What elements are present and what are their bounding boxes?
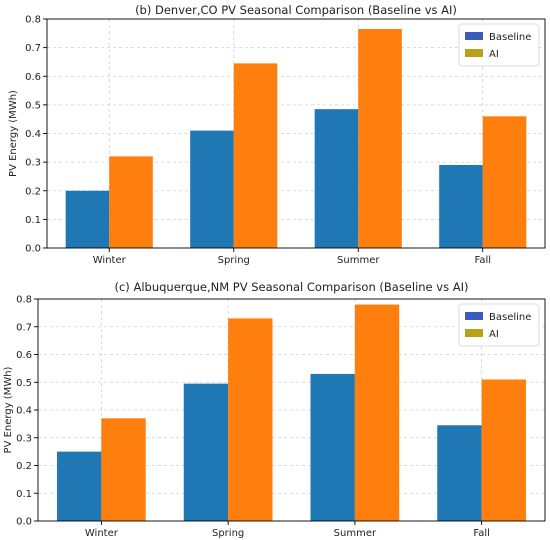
y-tick-label: 0.2 (16, 461, 32, 472)
bar-baseline-winter (65, 190, 110, 248)
legend-label-baseline: Baseline (489, 312, 531, 323)
legend-label-ai: AI (489, 49, 499, 60)
bar-baseline-fall (439, 164, 483, 248)
bar-ai-spring (228, 318, 273, 521)
legend-swatch-ai (465, 329, 483, 337)
y-tick-label: 0.4 (16, 406, 32, 417)
y-tick-label: 0.8 (16, 295, 32, 306)
bar-ai-fall (481, 379, 526, 521)
chart-albuquerque: (c) Albuquerque,NM PV Seasonal Compariso… (3, 280, 546, 539)
y-tick-label: 0.7 (25, 43, 41, 54)
x-tick-label: Winter (85, 528, 119, 539)
legend-swatch-ai (465, 49, 483, 57)
y-tick-label: 0.5 (25, 100, 41, 111)
x-tick-label: Winter (93, 255, 127, 266)
bar-baseline-fall (437, 425, 482, 521)
bar-baseline-spring (190, 130, 234, 248)
bar-ai-winter (109, 156, 153, 248)
legend-swatch-baseline (465, 312, 483, 320)
y-tick-label: 0.1 (25, 215, 41, 226)
bar-baseline-spring (183, 383, 229, 521)
x-tick-label: Spring (212, 528, 244, 539)
chart-denver: (b) Denver,CO PV Seasonal Comparison (Ba… (8, 3, 546, 266)
x-tick-label: Spring (218, 255, 250, 266)
bar-baseline-winter (57, 451, 102, 521)
y-tick-label: 0.0 (16, 517, 32, 528)
legend-label-baseline: Baseline (489, 32, 531, 43)
y-tick-label: 0.0 (25, 244, 41, 255)
chart-title: (c) Albuquerque,NM PV Seasonal Compariso… (115, 280, 469, 294)
legend-box (458, 303, 540, 347)
x-tick-label: Summer (337, 255, 380, 266)
y-tick-label: 0.3 (16, 433, 32, 444)
bar-ai-summer (354, 304, 400, 521)
bar-baseline-summer (310, 373, 355, 521)
y-tick-label: 0.7 (16, 322, 32, 333)
y-tick-label: 0.3 (25, 158, 41, 169)
x-tick-label: Summer (334, 528, 377, 539)
bar-baseline-summer (314, 109, 359, 248)
y-tick-label: 0.5 (16, 378, 32, 389)
legend-swatch-baseline (465, 32, 483, 40)
legend-label-ai: AI (489, 329, 499, 340)
bar-ai-spring (233, 63, 278, 249)
bar-ai-winter (101, 418, 146, 521)
y-tick-label: 0.6 (16, 350, 32, 361)
bar-ai-summer (358, 29, 402, 248)
x-tick-label: Fall (474, 255, 491, 266)
chart-title: (b) Denver,CO PV Seasonal Comparison (Ba… (135, 3, 457, 17)
x-tick-label: Fall (473, 528, 490, 539)
legend-box (458, 23, 540, 67)
y-tick-label: 0.4 (25, 129, 41, 140)
y-tick-label: 0.6 (25, 72, 41, 83)
y-tick-label: 0.2 (25, 186, 41, 197)
y-tick-label: 0.1 (16, 489, 32, 500)
y-axis-label: PV Energy (MWh) (3, 366, 14, 453)
bar-ai-fall (482, 116, 527, 248)
y-axis-label: PV Energy (MWh) (8, 90, 19, 177)
y-tick-label: 0.8 (25, 15, 41, 26)
chart-panel-albuquerque: (c) Albuquerque,NM PV Seasonal Compariso… (0, 270, 550, 540)
chart-panel-denver: (b) Denver,CO PV Seasonal Comparison (Ba… (0, 0, 550, 268)
